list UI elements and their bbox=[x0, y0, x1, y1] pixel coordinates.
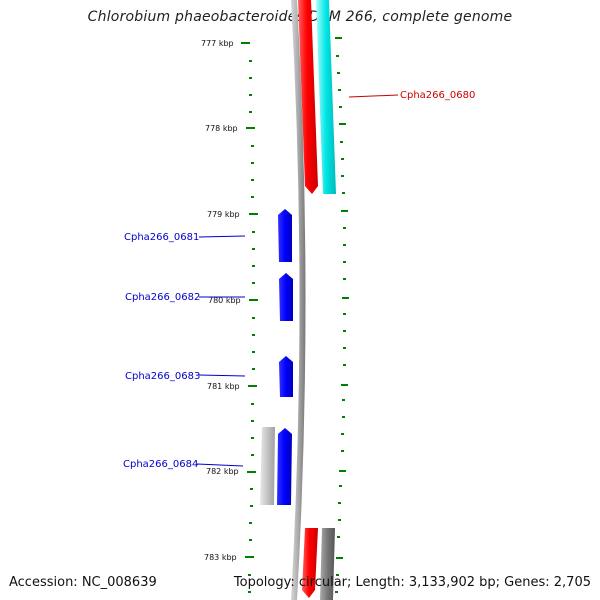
leader-line-0680 bbox=[348, 94, 399, 98]
rna-feature-bar[interactable] bbox=[316, 0, 336, 194]
scale-label-781: 781 kbp bbox=[207, 382, 240, 391]
gene-cpha266-0682-bar[interactable] bbox=[279, 273, 293, 321]
bottom-red-feature-bar[interactable] bbox=[302, 528, 318, 598]
right-scale-ticks bbox=[335, 37, 349, 593]
leader-line-0684 bbox=[196, 463, 244, 467]
scale-label-777: 777 kbp bbox=[201, 39, 234, 48]
gene-label-cpha266-0682[interactable]: Cpha266_0682 bbox=[125, 292, 200, 303]
accession-text: Accession: NC_008639 bbox=[9, 575, 157, 590]
scale-label-779: 779 kbp bbox=[207, 210, 240, 219]
left-scale-ticks bbox=[241, 42, 258, 593]
genome-summary-text: Topology: circular; Length: 3,133,902 bp… bbox=[233, 575, 591, 590]
gene-cpha266-0683-bar[interactable] bbox=[279, 356, 293, 397]
leader-line-0683 bbox=[198, 374, 246, 377]
scale-labels: 777 kbp 778 kbp 779 kbp 780 kbp 781 kbp … bbox=[201, 39, 241, 562]
genome-backbone bbox=[291, 0, 306, 600]
gene-label-cpha266-0683[interactable]: Cpha266_0683 bbox=[125, 371, 200, 382]
scale-label-782: 782 kbp bbox=[206, 467, 239, 476]
scale-label-783: 783 kbp bbox=[204, 553, 237, 562]
gene-label-cpha266-0681[interactable]: Cpha266_0681 bbox=[124, 232, 199, 243]
gene-cpha266-0681-bar[interactable] bbox=[278, 209, 292, 262]
gene-cpha266-0680-bar[interactable] bbox=[298, 0, 318, 194]
leader-line-0681 bbox=[198, 235, 246, 238]
gene-cpha266-0684-bar[interactable] bbox=[277, 428, 292, 505]
gene-label-cpha266-0684[interactable]: Cpha266_0684 bbox=[123, 459, 198, 470]
bottom-gray-feature-bar[interactable] bbox=[320, 528, 335, 600]
gene-label-cpha266-0680[interactable]: Cpha266_0680 bbox=[400, 90, 475, 101]
scale-label-780: 780 kbp bbox=[208, 296, 241, 305]
other-feature-bar[interactable] bbox=[260, 427, 275, 505]
scale-label-778: 778 kbp bbox=[205, 124, 238, 133]
